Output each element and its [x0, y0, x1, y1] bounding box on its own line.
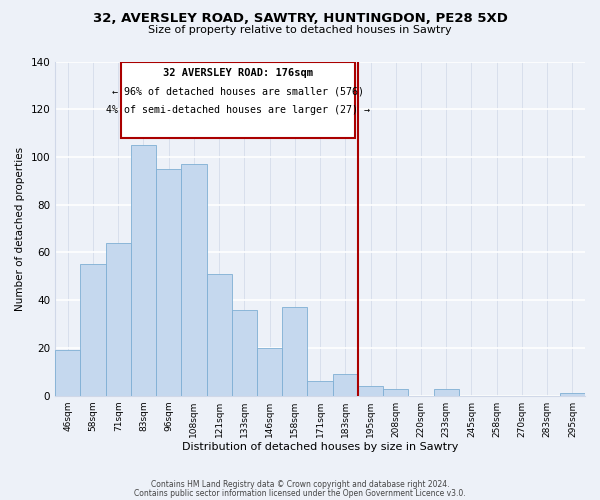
Bar — [131, 145, 156, 396]
Bar — [383, 388, 409, 396]
Bar — [232, 310, 257, 396]
Bar — [434, 388, 459, 396]
Y-axis label: Number of detached properties: Number of detached properties — [15, 146, 25, 310]
Text: 32, AVERSLEY ROAD, SAWTRY, HUNTINGDON, PE28 5XD: 32, AVERSLEY ROAD, SAWTRY, HUNTINGDON, P… — [92, 12, 508, 26]
Text: Contains public sector information licensed under the Open Government Licence v3: Contains public sector information licen… — [134, 488, 466, 498]
Bar — [156, 169, 181, 396]
Bar — [257, 348, 282, 396]
X-axis label: Distribution of detached houses by size in Sawtry: Distribution of detached houses by size … — [182, 442, 458, 452]
Bar — [106, 243, 131, 396]
Bar — [55, 350, 80, 396]
Bar — [181, 164, 206, 396]
Text: 32 AVERSLEY ROAD: 176sqm: 32 AVERSLEY ROAD: 176sqm — [163, 68, 313, 78]
Bar — [307, 382, 332, 396]
Bar — [358, 386, 383, 396]
Text: 4% of semi-detached houses are larger (27) →: 4% of semi-detached houses are larger (2… — [106, 106, 370, 116]
Text: Size of property relative to detached houses in Sawtry: Size of property relative to detached ho… — [148, 25, 452, 35]
Text: ← 96% of detached houses are smaller (576): ← 96% of detached houses are smaller (57… — [112, 86, 364, 97]
Bar — [332, 374, 358, 396]
Text: Contains HM Land Registry data © Crown copyright and database right 2024.: Contains HM Land Registry data © Crown c… — [151, 480, 449, 489]
Bar — [560, 394, 585, 396]
FancyBboxPatch shape — [121, 62, 355, 138]
Bar — [282, 308, 307, 396]
Bar — [206, 274, 232, 396]
Bar — [80, 264, 106, 396]
